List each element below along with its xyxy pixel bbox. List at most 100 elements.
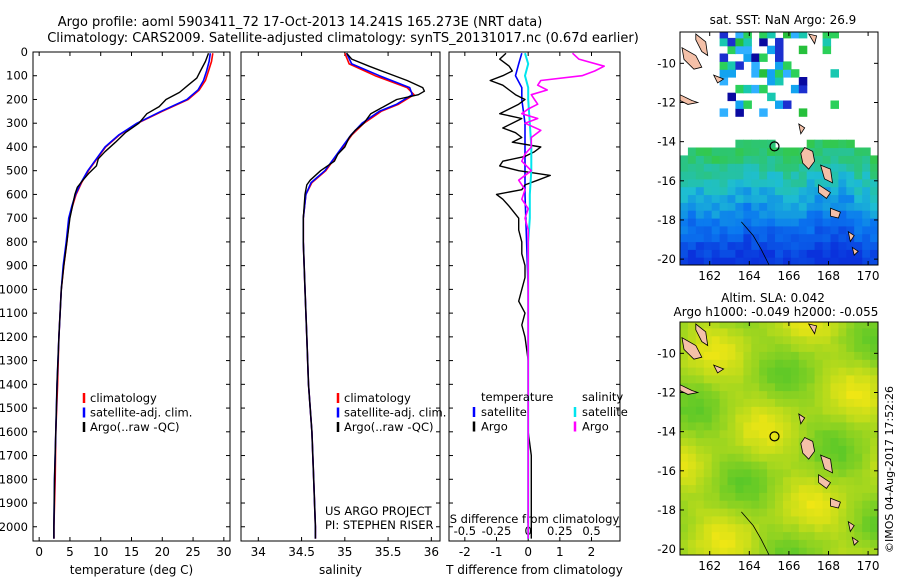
island — [818, 473, 832, 489]
sst-cell — [743, 37, 752, 47]
sst-cell — [838, 147, 847, 156]
y-tick-label: 1100 — [0, 306, 28, 320]
sla-cell — [814, 398, 824, 407]
sst-cell — [711, 147, 721, 156]
sla-cell — [775, 406, 784, 415]
sla-cell — [790, 484, 800, 493]
sla-cell — [751, 468, 760, 478]
sla-cell — [735, 421, 744, 431]
sla-cell — [767, 351, 776, 360]
sla-cell — [806, 500, 816, 509]
sst-cell — [743, 194, 752, 203]
sla-cell — [703, 492, 713, 501]
sla-cell — [838, 523, 847, 533]
sst-cell — [767, 45, 776, 55]
sst-cell — [751, 233, 760, 243]
sla-cell — [854, 500, 863, 509]
sla-cell — [727, 547, 736, 555]
sla-cell — [775, 476, 784, 486]
sla-cell — [767, 367, 776, 376]
sla-cell — [751, 382, 760, 392]
sla-cell — [806, 398, 816, 407]
sst-cell — [703, 257, 713, 265]
sla-cell — [775, 437, 784, 446]
sla-cell — [822, 539, 832, 548]
sla-cell — [743, 406, 752, 415]
sla-cell — [846, 414, 855, 423]
sst-cell — [759, 37, 768, 47]
sla-cell — [759, 406, 768, 415]
sst-cell — [751, 218, 760, 227]
sst-cell — [783, 241, 792, 250]
sst-cell — [790, 178, 800, 188]
sla-cell — [751, 461, 760, 470]
sla-cell — [735, 468, 744, 478]
sla-cell — [759, 421, 768, 431]
sst-cell — [759, 108, 768, 117]
sla-cell — [838, 500, 847, 509]
sla-cell — [806, 421, 816, 431]
sla-cell — [783, 327, 792, 337]
sla-cell — [783, 406, 792, 415]
sst-cell — [838, 155, 847, 164]
x-tick-label: 35 — [337, 545, 352, 559]
island — [830, 497, 841, 509]
sla-cell — [830, 322, 839, 329]
sst-cell — [680, 249, 689, 258]
sst-cell — [814, 171, 824, 180]
sst-cell — [822, 37, 832, 47]
sla-cell — [687, 374, 697, 384]
sla-cell — [814, 461, 824, 470]
sla-cell — [687, 390, 697, 399]
sla-cell — [751, 327, 760, 337]
sla-cell — [830, 476, 839, 486]
sla-cell — [767, 531, 776, 540]
sst-cell — [759, 178, 768, 188]
sla-cell — [854, 445, 863, 454]
x-tick-label: -1 — [491, 545, 503, 559]
sst-cell — [783, 69, 792, 78]
sla-cell — [759, 343, 768, 352]
sst-cell — [711, 171, 721, 180]
x-tick-label: 15 — [124, 545, 139, 559]
sst-cell — [743, 218, 752, 227]
sst-cell — [759, 218, 768, 227]
sst-cell — [767, 69, 776, 78]
sst-cell — [695, 233, 705, 243]
sla-cell — [830, 515, 839, 525]
sla-cell — [814, 421, 824, 431]
sla-cell — [846, 367, 855, 376]
sst-cell — [822, 210, 832, 219]
island — [851, 246, 859, 256]
sst-cell — [727, 92, 736, 102]
island — [798, 123, 806, 135]
island — [800, 436, 816, 460]
sst-cell — [806, 257, 816, 265]
sst-cell — [727, 210, 736, 219]
sla-cell — [703, 468, 713, 478]
sla-cell — [751, 539, 760, 548]
sla-cell — [790, 359, 800, 368]
sst-cell — [830, 171, 839, 180]
sla-cell — [822, 398, 832, 407]
legend-entry: climatology — [344, 391, 411, 405]
sla-cell — [687, 414, 697, 423]
map-frame — [679, 31, 879, 266]
sst-cell — [751, 163, 760, 172]
sst-cell — [798, 241, 808, 250]
sla-cell — [735, 461, 744, 470]
sst-cell — [680, 257, 689, 265]
sla-cell — [751, 367, 760, 376]
sla-cell — [767, 390, 776, 399]
sst-cell — [751, 139, 760, 149]
sla-cell — [846, 351, 855, 360]
x-tick-label: 36 — [424, 545, 439, 559]
sla-cell — [687, 531, 697, 540]
sla-cell — [775, 335, 784, 345]
sla-cell — [719, 484, 729, 493]
sla-cell — [830, 523, 839, 533]
sla-cell — [790, 351, 800, 360]
sst-cell — [822, 241, 832, 250]
sla-cell — [822, 437, 832, 446]
sst-cell — [870, 171, 878, 180]
